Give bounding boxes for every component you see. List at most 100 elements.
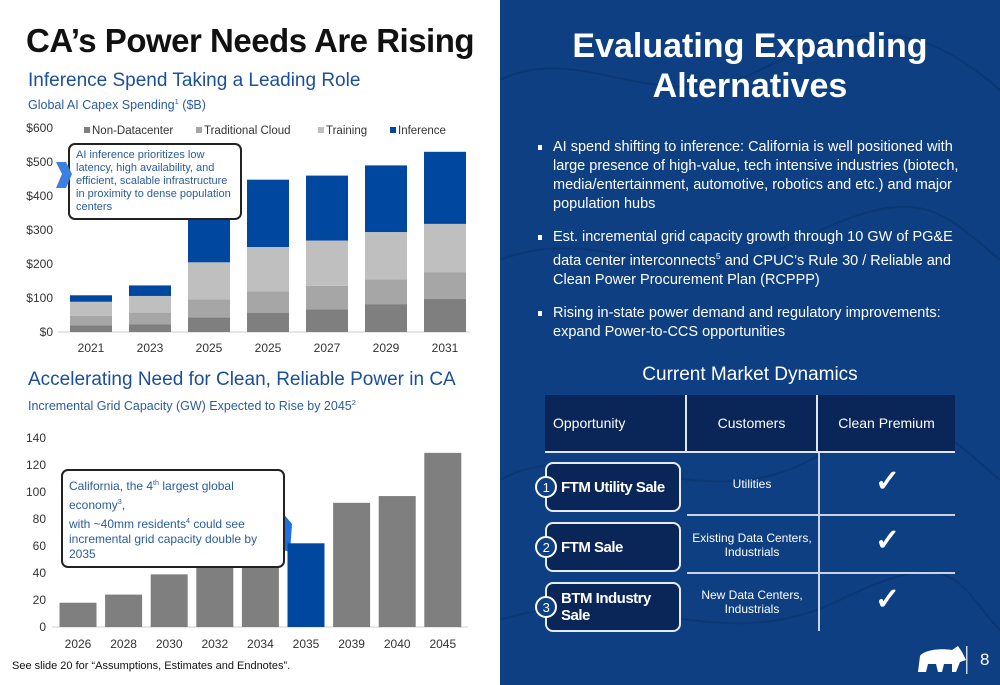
y-tick-label: $100 [26, 291, 53, 305]
header-customers: Customers [687, 395, 818, 451]
row-divider [687, 572, 955, 574]
legend-label: Traditional Cloud [204, 125, 291, 137]
right-title-line2: Alternatives [652, 67, 848, 105]
x-tick-label: 2045 [429, 637, 456, 651]
bar-segment-training [70, 301, 112, 316]
bar-segment-non-datacenter [424, 299, 466, 332]
header-clean-premium: Clean Premium [838, 415, 935, 431]
bar-2045 [424, 452, 462, 627]
table-header: Opportunity Customers Clean Premium [545, 395, 955, 453]
bullet-item: AI spend shifting to inference: Californ… [538, 138, 968, 214]
market-dynamics-title: Current Market Dynamics [642, 364, 858, 385]
y-tick-label: 40 [33, 566, 47, 580]
x-tick-label: 2021 [78, 341, 105, 355]
x-tick-label: 2029 [373, 341, 400, 355]
opportunity-label: FTM Utility Sale [561, 478, 665, 496]
bar-2039 [333, 502, 371, 627]
legend-swatch [84, 127, 90, 133]
legend-label: Non-Datacenter [92, 125, 173, 137]
bar-segment-training [188, 262, 230, 300]
bar-segment-traditional-cloud [70, 315, 112, 326]
capex-chart: $0 $100 $200 $300 $400 $500 $600 2021 2023 2025 20… [26, 121, 470, 355]
bar-segment-traditional-cloud [306, 285, 348, 310]
checkmark-icon: ✓ [875, 583, 901, 616]
bullet-item: Est. incremental grid capacity growth th… [538, 228, 968, 290]
bar-2035 [287, 543, 325, 627]
bullet-item: Rising in-state power demand and regulat… [538, 304, 968, 342]
page-number: 8 [980, 650, 990, 669]
california-callout: California, the 4th largest global econo… [61, 469, 285, 568]
x-tick-label: 2026 [65, 637, 92, 651]
callout-text: , [121, 498, 126, 512]
opportunity-ftm-sale: 2 FTM Sale [535, 522, 681, 572]
footnote-ref: 2 [351, 398, 356, 407]
bullet-text: AI spend shifting to inference: Californ… [553, 139, 959, 212]
footnote-ref: 1 [174, 97, 179, 106]
section2-title: Accelerating Need for Clean, Reliable Po… [28, 369, 456, 390]
x-tick-label: 2027 [314, 341, 341, 355]
bar-segment-non-datacenter [129, 324, 171, 332]
checkmark-icon: ✓ [875, 524, 901, 557]
callout-text: largest global economy [69, 479, 234, 512]
right-title-line1: Evaluating Expanding [572, 27, 928, 65]
y-tick-label: $500 [26, 155, 53, 169]
x-tick-label: 2031 [432, 341, 459, 355]
y-tick-label: $400 [26, 189, 53, 203]
bar-segment-inference [70, 295, 112, 302]
bar-segment-non-datacenter [306, 309, 348, 332]
callout-text: California, the 4 [69, 479, 154, 493]
bar-segment-non-datacenter [188, 317, 230, 332]
legend-label: Inference [398, 125, 446, 137]
customers-cell: Utilities [732, 477, 772, 491]
y-tick-label: $200 [26, 257, 53, 271]
row-divider [687, 514, 955, 516]
chart2-subtitle: Incremental Grid Capacity (GW) Expected … [28, 398, 356, 413]
header-opportunity: Opportunity [545, 395, 687, 451]
chart1-subtitle-text: Global AI Capex Spending [28, 98, 175, 113]
callout-text: incremental grid capacity double by 2035 [69, 532, 258, 561]
x-tick-label: 2039 [338, 637, 365, 651]
right-title: Evaluating Expanding Alternatives [500, 26, 1000, 106]
opportunity-btm-industry-sale: 3 BTM Industry Sale [535, 582, 681, 632]
bar-2028 [105, 594, 143, 627]
number-badge: 3 [535, 596, 557, 618]
bar-segment-training [247, 247, 289, 292]
bar-2030 [150, 574, 188, 627]
legend-swatch [318, 127, 324, 133]
bar-segment-traditional-cloud [247, 291, 289, 313]
page-title: CA’s Power Needs Are Rising [26, 22, 475, 59]
y-tick-label: 60 [33, 539, 47, 553]
y-tick-label: 80 [33, 512, 47, 526]
y-tick-label: $600 [26, 121, 53, 135]
bar-segment-inference [306, 175, 348, 241]
x-tick-label: 2040 [384, 637, 411, 651]
callout-text: could see [190, 517, 245, 531]
bar-segment-traditional-cloud [424, 272, 466, 300]
section1-title: Inference Spend Taking a Leading Role [28, 70, 361, 91]
right-panel: Evaluating Expanding Alternatives AI spen… [500, 0, 1000, 685]
column-divider [818, 453, 820, 631]
legend-label: Training [326, 125, 367, 137]
callout-text: with ~40mm residents [69, 517, 187, 531]
customers-cell: Existing Data Centers, Industrials [692, 531, 812, 559]
legend-swatch [196, 127, 202, 133]
bullet-text: Est. incremental grid capacity growth th… [553, 229, 953, 269]
bar-2032 [196, 563, 234, 627]
chart1-subtitle: Global AI Capex Spending1 ($B) [28, 97, 206, 112]
y-tick-label: 0 [39, 620, 46, 634]
bullet-text: and CPUC’s Rule 30 / Reliable and Clean … [553, 252, 951, 288]
chart2-subtitle-text: Incremental Grid Capacity (GW) Expected … [28, 399, 352, 414]
opportunity-label: FTM Sale [561, 538, 623, 556]
y-tick-label: $0 [40, 325, 54, 339]
bar-2026 [59, 602, 97, 627]
bar-segment-non-datacenter [70, 325, 112, 332]
opportunity-ftm-utility-sale: 1 FTM Utility Sale [535, 462, 681, 512]
x-tick-label: 2028 [110, 637, 137, 651]
bar-segment-non-datacenter [365, 304, 407, 332]
customers-cell: New Data Centers, Industrials [701, 588, 803, 616]
bar-segment-training [306, 240, 348, 286]
x-tick-label: 2025 [196, 341, 223, 355]
bullet-list: AI spend shifting to inference: Californ… [538, 138, 968, 356]
bullet-text: Rising in-state power demand and regulat… [553, 304, 941, 340]
